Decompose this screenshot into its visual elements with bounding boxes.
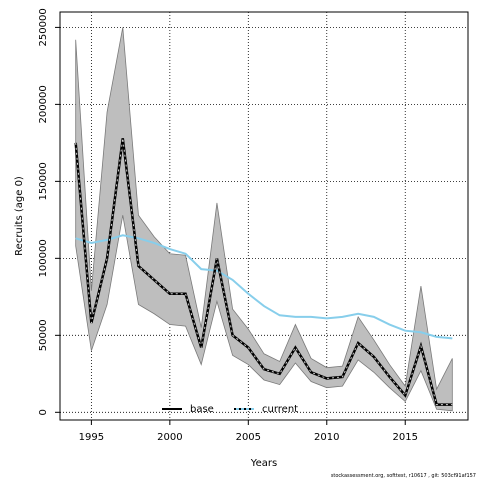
y-tick-label-0: 0 [38,409,49,415]
x-axis-title: Years [250,458,277,469]
x-tick-label-2010: 2010 [314,432,339,443]
x-tick-label-2005: 2005 [236,432,261,443]
series-line-base-dots [75,138,453,406]
y-tick-label-250000: 250000 [38,8,49,46]
y-tick-label-200000: 200000 [38,85,49,123]
y-tick-label-150000: 150000 [38,162,49,200]
legend-label-current: current [262,404,298,415]
footer-note: stockassessment.org, softtest, r10617 , … [331,473,476,479]
plot-frame [59,11,469,421]
x-tick-label-2000: 2000 [157,432,182,443]
x-axis: 1995 2000 2005 2010 2015 [79,420,418,443]
x-tick-label-1995: 1995 [79,432,104,443]
legend-label-base: base [190,404,214,415]
ci-band-base [75,27,453,412]
confidence-band-base [75,27,453,412]
y-axis-title: Recruits (age 0) [14,176,25,256]
y-axis: 0 50000 100000 150000 200000 250000 [38,8,60,415]
series-lines [74,138,453,406]
y-tick-label-50000: 50000 [38,319,49,351]
legend: base current [162,404,298,415]
series-line-current [75,234,453,340]
y-tick-label-100000: 100000 [38,239,49,277]
x-tick-label-2015: 2015 [393,432,418,443]
gridlines [60,12,468,420]
